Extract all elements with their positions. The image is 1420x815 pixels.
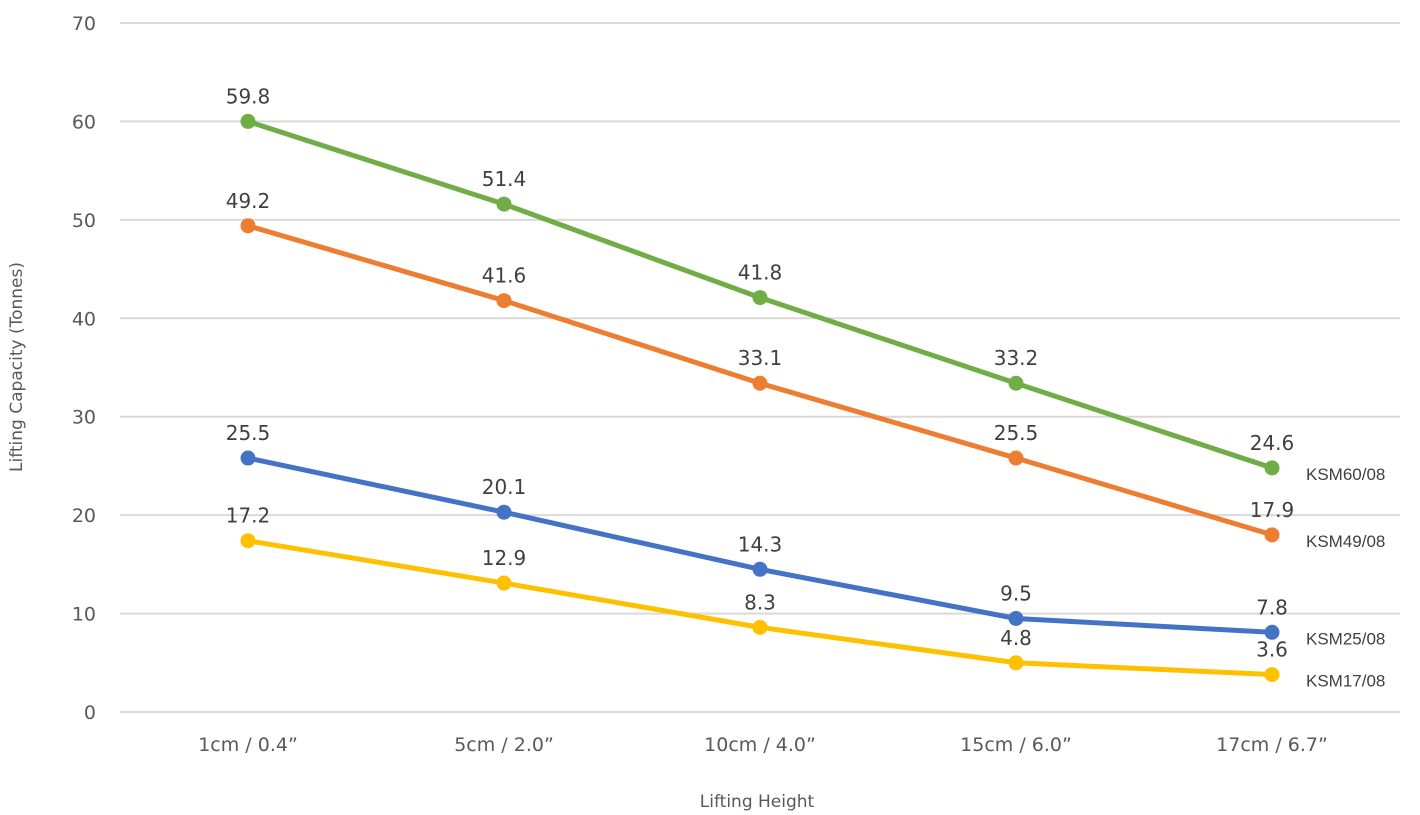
y-tick-label: 0 — [84, 702, 96, 724]
series-lines — [240, 113, 1280, 683]
y-tick-label: 10 — [72, 604, 96, 626]
data-point — [752, 290, 768, 306]
y-tick-label: 50 — [72, 210, 96, 232]
data-label: 25.5 — [994, 421, 1039, 445]
gridlines — [120, 22, 1400, 713]
x-tick-label: 1cm / 0.4” — [198, 734, 298, 756]
y-tick-label: 70 — [72, 13, 96, 35]
data-point — [496, 293, 512, 309]
y-tick-label: 60 — [72, 111, 96, 133]
data-point — [1008, 610, 1024, 626]
data-point — [752, 375, 768, 391]
data-label: 7.8 — [1256, 595, 1288, 619]
data-point — [1008, 450, 1024, 466]
data-point — [240, 533, 256, 549]
data-label: 12.9 — [482, 546, 527, 570]
data-label: 17.9 — [1250, 498, 1295, 522]
data-label: 24.6 — [1250, 431, 1295, 455]
data-point — [240, 450, 256, 466]
data-label: 17.2 — [226, 504, 271, 528]
x-tick-label: 15cm / 6.0” — [960, 734, 1072, 756]
y-tick-label: 20 — [72, 505, 96, 527]
series-name-label: KSM49/08 — [1306, 532, 1385, 551]
data-point — [1264, 527, 1280, 543]
series-name-label: KSM60/08 — [1306, 465, 1385, 484]
data-point — [752, 619, 768, 635]
series-name-label: KSM17/08 — [1306, 672, 1385, 691]
data-point — [1264, 460, 1280, 476]
x-tick-label: 5cm / 2.0” — [454, 734, 554, 756]
x-tick-label: 10cm / 4.0” — [704, 734, 816, 756]
data-label: 14.3 — [738, 532, 783, 556]
data-label: 41.6 — [482, 264, 527, 288]
data-label: 33.1 — [738, 346, 783, 370]
data-point — [496, 575, 512, 591]
data-label: 49.2 — [226, 189, 271, 213]
data-point — [1008, 375, 1024, 391]
series-name-label: KSM25/08 — [1306, 629, 1385, 648]
y-tick-label: 40 — [72, 308, 96, 330]
data-labels: 59.8 51.4 41.8 33.2 24.6 KSM60/08 49.2 41.6 33.1… — [226, 84, 1386, 690]
data-label: 20.1 — [482, 475, 527, 499]
data-point — [240, 218, 256, 234]
x-axis-ticks: 1cm / 0.4” 5cm / 2.0” 10cm / 4.0” 15cm / 6.… — [198, 734, 1328, 756]
data-point — [752, 561, 768, 577]
data-label: 51.4 — [482, 167, 527, 191]
data-label: 3.6 — [1256, 638, 1288, 662]
x-tick-label: 17cm / 6.7” — [1216, 734, 1328, 756]
y-tick-label: 30 — [72, 407, 96, 429]
data-point — [1264, 624, 1280, 640]
data-label: 9.5 — [1000, 581, 1032, 605]
x-axis-title: Lifting Height — [700, 792, 815, 812]
data-label: 8.3 — [744, 590, 776, 614]
y-axis-title: Lifting Capacity (Tonnes) — [7, 262, 27, 472]
data-label: 33.2 — [994, 346, 1039, 370]
data-label: 4.8 — [1000, 626, 1032, 650]
data-point — [1264, 667, 1280, 683]
data-point — [240, 113, 256, 129]
data-label: 25.5 — [226, 421, 271, 445]
data-label: 41.8 — [738, 261, 783, 285]
data-point — [496, 504, 512, 520]
y-axis-ticks: 0 10 20 30 40 50 60 70 — [72, 13, 96, 724]
data-point — [496, 196, 512, 212]
data-point — [1008, 655, 1024, 671]
data-label: 59.8 — [226, 84, 271, 108]
